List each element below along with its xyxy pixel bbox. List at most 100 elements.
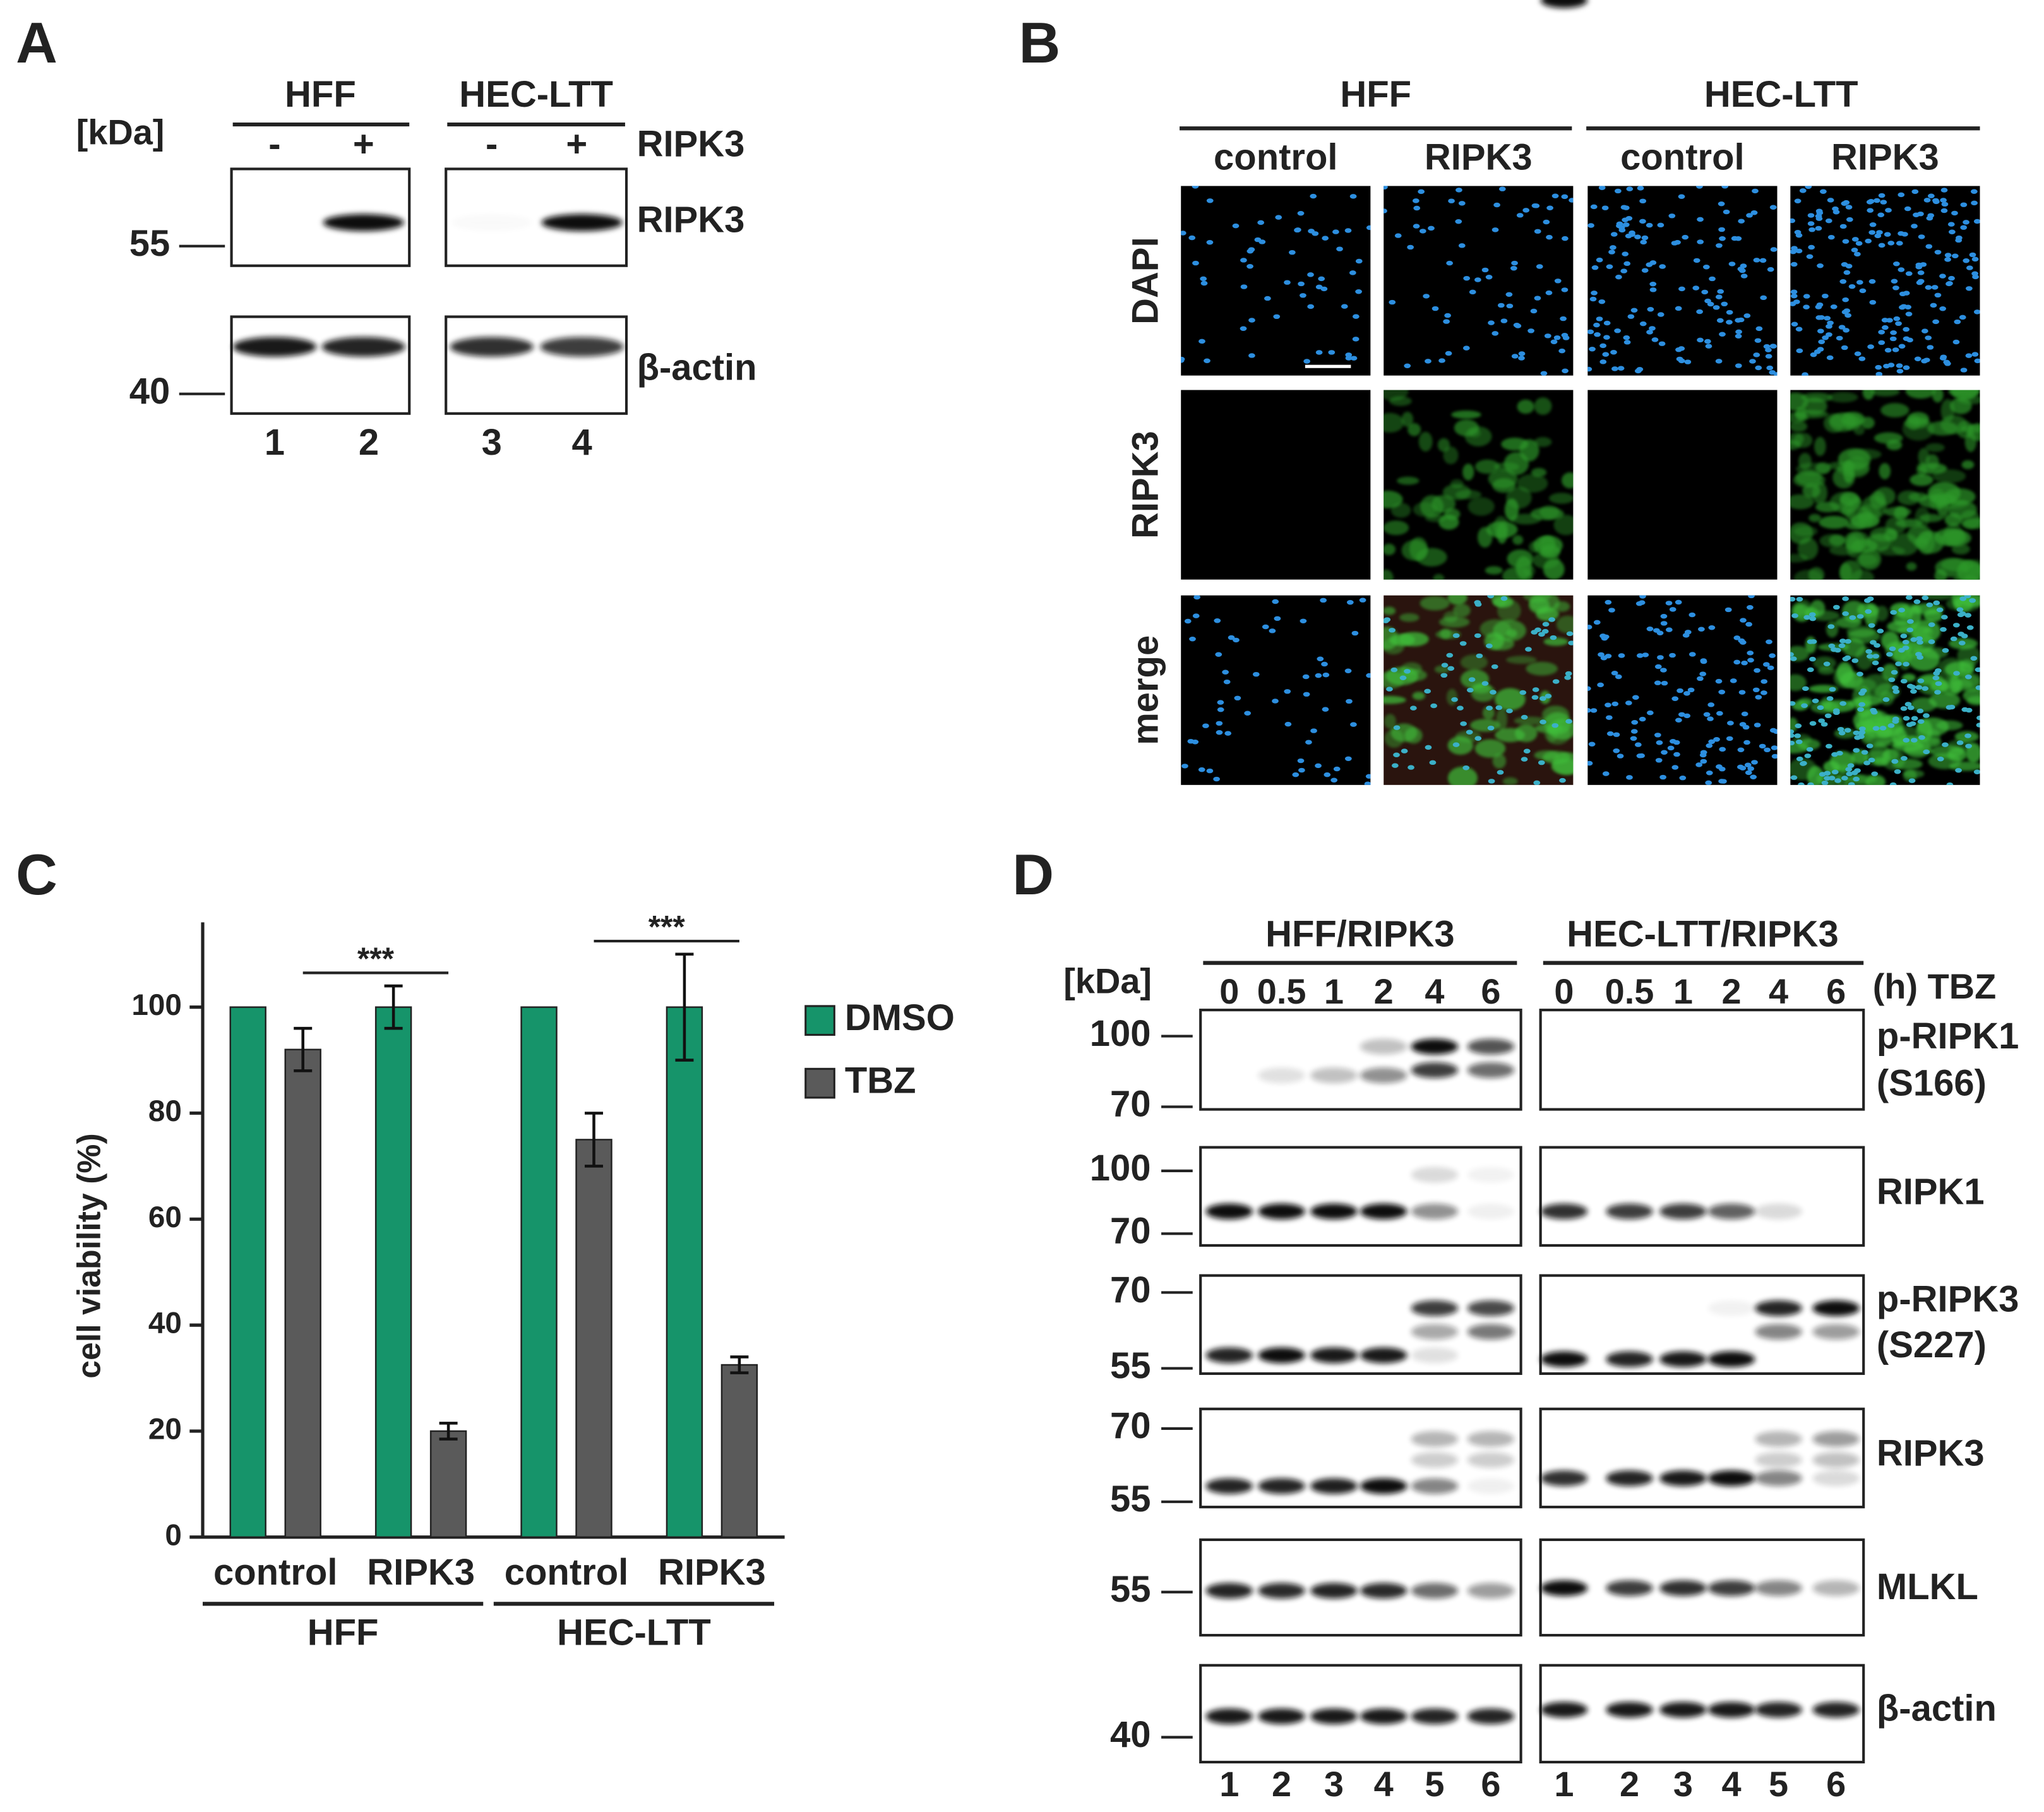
nucleus <box>1921 358 1928 364</box>
blot-band <box>1707 1300 1755 1316</box>
nucleus <box>1407 244 1414 250</box>
nucleus <box>1657 222 1664 228</box>
nucleus <box>1678 194 1685 199</box>
nucleus <box>1693 258 1700 263</box>
nucleus <box>1217 707 1224 712</box>
cell-signal <box>1790 554 1808 563</box>
nucleus <box>1901 232 1908 237</box>
nucleus <box>1568 640 1574 645</box>
nucleus <box>1751 760 1758 765</box>
nucleus <box>1803 615 1811 620</box>
nucleus <box>1724 607 1732 613</box>
nucleus <box>1468 677 1476 682</box>
blot-band <box>1467 1038 1515 1055</box>
nucleus <box>1625 700 1632 705</box>
nucleus <box>1233 637 1240 643</box>
nucleus <box>1610 245 1617 250</box>
nucleus <box>1916 640 1923 645</box>
nucleus <box>1705 344 1712 349</box>
lane-number: 4 <box>571 423 592 463</box>
nucleus <box>1715 678 1723 684</box>
nucleus <box>1906 722 1913 728</box>
kda-marker: 70 <box>1110 1084 1150 1125</box>
cell-signal <box>1492 753 1507 769</box>
nucleus <box>1891 759 1899 764</box>
nucleus <box>1534 229 1541 234</box>
nucleus <box>1892 685 1899 690</box>
nucleus <box>1925 244 1933 249</box>
nucleus <box>1815 225 1822 231</box>
nucleus <box>1824 776 1831 781</box>
nucleus <box>1908 778 1916 783</box>
nucleus <box>1272 699 1279 704</box>
nucleus <box>1300 618 1307 624</box>
nucleus <box>1866 743 1874 748</box>
sign-label: + <box>353 124 374 165</box>
nucleus <box>1931 285 1939 290</box>
cell-signal <box>1797 537 1819 560</box>
nucleus <box>1615 223 1623 229</box>
nucleus <box>1801 703 1808 708</box>
cell-signal <box>1454 419 1479 436</box>
nucleus <box>1264 296 1271 301</box>
blot-band <box>541 213 623 231</box>
significance-label: *** <box>648 909 686 945</box>
nucleus <box>1525 647 1532 652</box>
nucleus <box>1861 750 1868 755</box>
nucleus <box>1659 264 1666 269</box>
y-tick-label: 60 <box>148 1201 182 1234</box>
nucleus <box>1533 203 1540 208</box>
nucleus <box>1838 730 1846 736</box>
nucleus <box>1474 277 1481 282</box>
blot-band <box>1540 1351 1588 1367</box>
nucleus <box>1486 643 1493 649</box>
nucleus <box>1181 356 1185 362</box>
nucleus <box>1902 645 1910 651</box>
nucleus <box>1246 263 1253 269</box>
nucleus <box>1341 304 1348 309</box>
blot-band <box>1659 1701 1707 1718</box>
nucleus <box>1928 622 1935 627</box>
cell-signal <box>1534 397 1552 415</box>
nucleus <box>1847 763 1855 768</box>
nucleus <box>1419 229 1426 234</box>
nucleus <box>1923 713 1930 718</box>
nucleus <box>1202 723 1209 728</box>
nucleus <box>1192 186 1199 189</box>
group-label: HFF <box>308 1612 379 1653</box>
cell-signal <box>1814 436 1826 457</box>
nucleus <box>1551 723 1559 728</box>
nucleus <box>1790 733 1795 738</box>
nucleus <box>1552 679 1560 684</box>
nucleus <box>1941 201 1949 207</box>
nucleus <box>1730 678 1737 683</box>
nucleus <box>1608 608 1615 613</box>
nucleus <box>1594 332 1601 337</box>
nucleus <box>1808 612 1816 617</box>
nucleus <box>1620 268 1628 273</box>
nucleus <box>1856 280 1863 285</box>
nucleus <box>1344 228 1352 233</box>
nucleus <box>1622 222 1630 227</box>
nucleus <box>1587 686 1591 692</box>
nucleus <box>1346 600 1354 605</box>
nucleus <box>1740 618 1747 623</box>
cell-signal <box>1836 662 1853 685</box>
nucleus <box>1599 633 1606 639</box>
blot-label: (S227) <box>1877 1325 1987 1365</box>
blot-band <box>1467 1708 1515 1724</box>
cell-signal <box>1910 473 1933 486</box>
nucleus <box>1848 782 1855 785</box>
nucleus <box>1970 189 1978 195</box>
nucleus <box>1657 312 1664 317</box>
nucleus <box>1966 625 1974 630</box>
nucleus <box>1859 288 1867 294</box>
nucleus <box>1206 198 1214 203</box>
nucleus <box>1708 739 1716 745</box>
nucleus <box>1244 711 1252 716</box>
nucleus <box>1315 673 1322 678</box>
nucleus <box>1770 247 1778 252</box>
blot-band <box>1467 1203 1515 1220</box>
group-label: HEC-LTT/RIPK3 <box>1567 914 1838 954</box>
nucleus <box>1903 291 1910 296</box>
